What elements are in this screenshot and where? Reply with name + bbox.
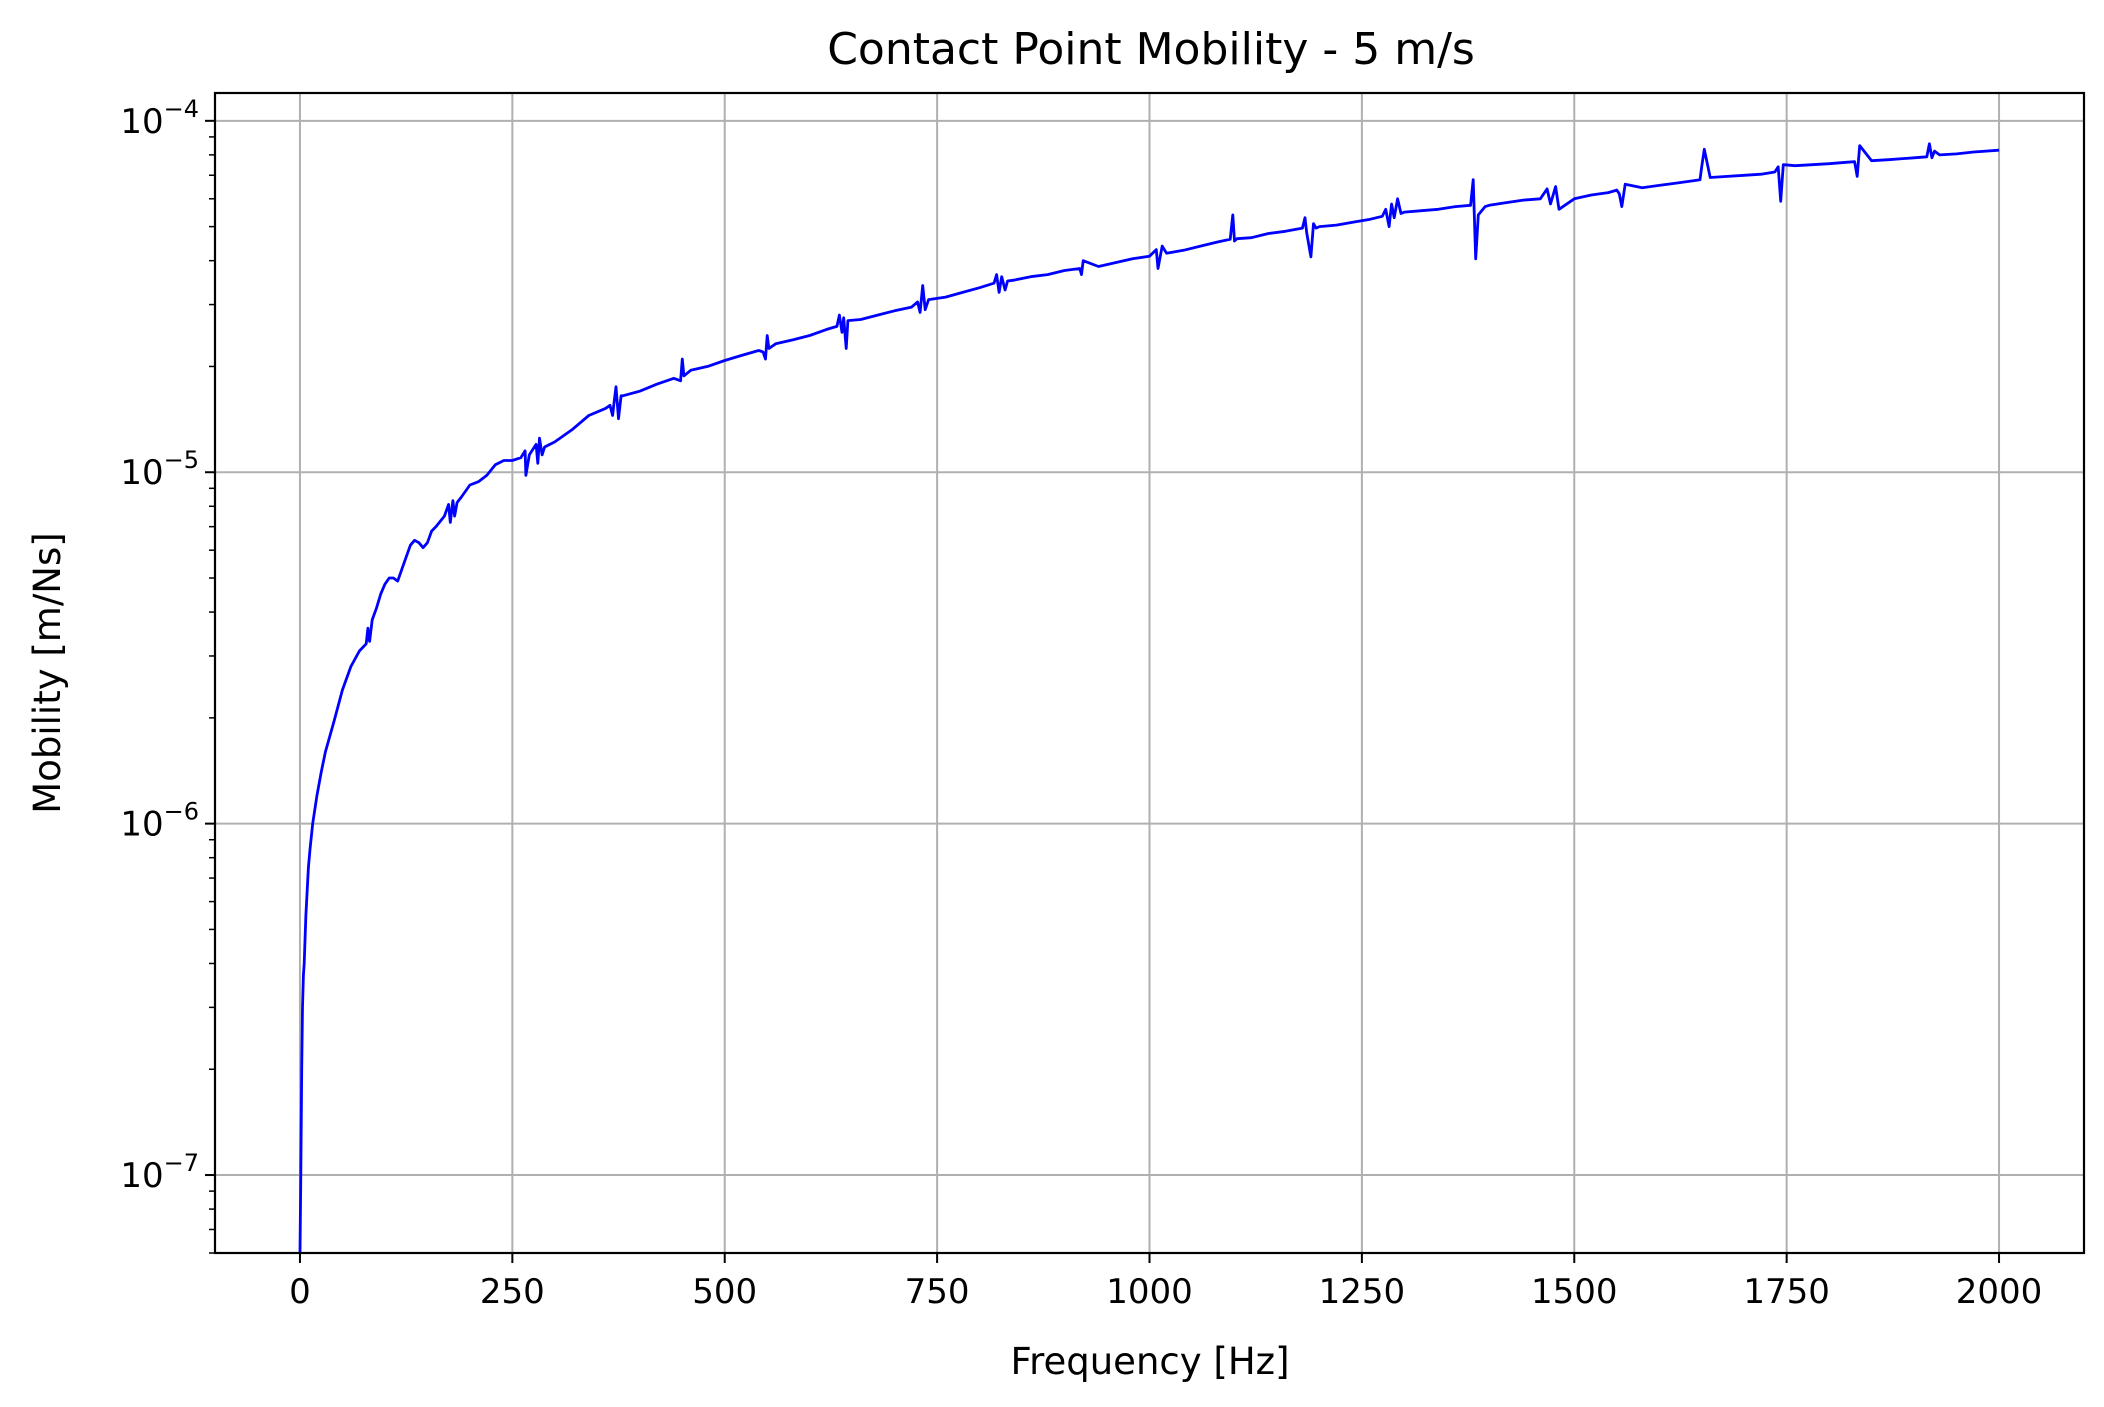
x-tick-label: 0: [289, 1272, 311, 1312]
y-tick-label: 10−7: [120, 1149, 199, 1196]
x-tick-label: 2000: [1956, 1272, 2043, 1312]
y-tick-label: 10−5: [120, 446, 199, 493]
x-tick-label: 750: [905, 1272, 970, 1312]
x-tick-label: 1000: [1106, 1272, 1193, 1312]
x-tick-label: 500: [692, 1272, 757, 1312]
series-line: [298, 142, 2000, 1254]
x-tick-label: 1750: [1743, 1272, 1830, 1312]
grid-lines: [215, 93, 2084, 1253]
y-tick-label: 10−4: [120, 95, 199, 142]
x-tick-label: 1250: [1319, 1272, 1406, 1312]
y-tick-label: 10−6: [120, 798, 199, 845]
x-tick-label: 1500: [1531, 1272, 1618, 1312]
x-axis-ticks: 0 250 500 750 1000 1250 1500 1750 2000: [289, 1253, 2042, 1312]
plot-frame: [213, 91, 2086, 1255]
y-axis-label: Mobility [m/Ns]: [26, 532, 69, 813]
chart-title: Contact Point Mobility - 5 m/s: [827, 24, 1475, 75]
x-tick-label: 250: [480, 1272, 545, 1312]
x-axis-label: Frequency [Hz]: [1010, 1340, 1289, 1383]
y-axis-ticks: 10−7 10−6 10−5 10−4: [120, 95, 215, 1196]
